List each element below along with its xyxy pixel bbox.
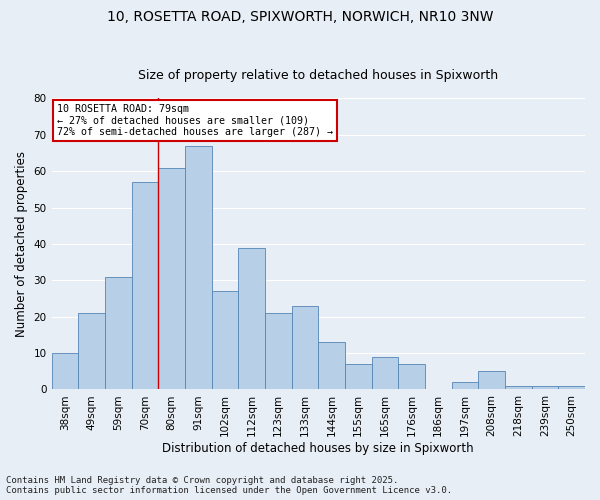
Bar — [318, 342, 345, 390]
Bar — [505, 386, 532, 390]
X-axis label: Distribution of detached houses by size in Spixworth: Distribution of detached houses by size … — [163, 442, 474, 455]
Bar — [185, 146, 212, 390]
Bar — [131, 182, 158, 390]
Bar — [559, 386, 585, 390]
Text: Contains HM Land Registry data © Crown copyright and database right 2025.
Contai: Contains HM Land Registry data © Crown c… — [6, 476, 452, 495]
Bar — [478, 372, 505, 390]
Bar — [78, 313, 105, 390]
Bar — [532, 386, 559, 390]
Y-axis label: Number of detached properties: Number of detached properties — [15, 151, 28, 337]
Bar — [398, 364, 425, 390]
Bar — [238, 248, 265, 390]
Text: 10, ROSETTA ROAD, SPIXWORTH, NORWICH, NR10 3NW: 10, ROSETTA ROAD, SPIXWORTH, NORWICH, NR… — [107, 10, 493, 24]
Bar — [292, 306, 318, 390]
Bar — [158, 168, 185, 390]
Text: 10 ROSETTA ROAD: 79sqm
← 27% of detached houses are smaller (109)
72% of semi-de: 10 ROSETTA ROAD: 79sqm ← 27% of detached… — [57, 104, 333, 138]
Title: Size of property relative to detached houses in Spixworth: Size of property relative to detached ho… — [138, 69, 499, 82]
Bar — [452, 382, 478, 390]
Bar — [105, 276, 131, 390]
Bar — [212, 291, 238, 390]
Bar — [345, 364, 371, 390]
Bar — [371, 356, 398, 390]
Bar — [52, 353, 78, 390]
Bar — [265, 313, 292, 390]
